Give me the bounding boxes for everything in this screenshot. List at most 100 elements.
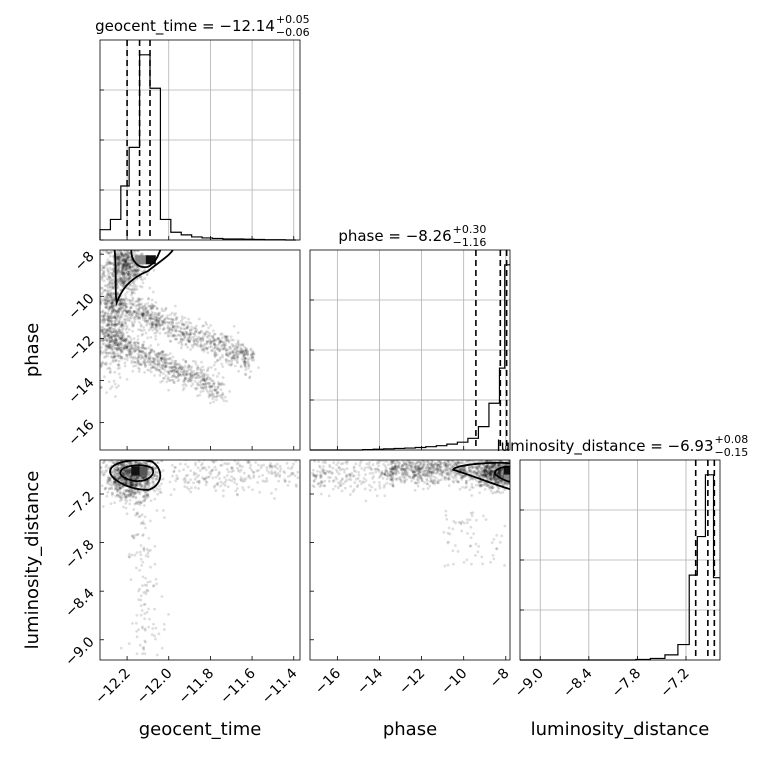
scatter-point [110,332,113,335]
scatter-point [210,385,213,389]
scatter-point [125,472,129,476]
scatter-point [161,363,164,367]
scatter-point [126,469,130,472]
scatter-point [107,275,111,279]
scatter-point [144,307,148,310]
scatter-point [109,327,113,330]
scatter-point [125,261,129,265]
scatter-point [157,361,160,365]
scatter-point [230,359,234,363]
scatter-point [196,373,200,377]
scatter-point [228,345,231,349]
scatter-point [188,333,192,337]
scatter-point [212,342,216,345]
scatter-point [114,337,118,341]
scatter-point [195,480,199,484]
scatter-point [102,333,106,337]
scatter-geocent_time-luminosity_distance [100,443,300,657]
scatter-point [108,316,112,320]
scatter-point [129,476,133,480]
scatter-point [205,335,209,339]
scatter-point [213,368,217,371]
scatter-point [116,460,119,463]
scatter-point [124,498,127,502]
scatter-point [109,261,113,265]
scatter-point [147,625,151,629]
scatter-point [108,282,112,286]
scatter-point [186,325,190,329]
scatter-point [129,484,133,487]
scatter-point [155,509,159,512]
scatter-point [125,472,129,476]
scatter-point [189,321,193,325]
scatter-point [107,251,111,255]
scatter-point [129,483,133,487]
scatter-point [108,291,112,295]
scatter-point [115,490,119,493]
scatter-point [454,460,455,461]
scatter-point [210,390,214,394]
scatter-point [215,353,219,357]
scatter-point [109,370,112,374]
scatter-point [144,491,147,495]
scatter-point [115,344,118,347]
scatter-point [126,468,129,472]
scatter-point [103,312,107,316]
scatter-point [230,467,234,471]
scatter-point [206,335,210,338]
scatter-point [116,347,120,351]
scatter-point [193,337,196,341]
scatter-point [125,262,128,266]
diag-grid-luminosity_distance [520,460,720,661]
scatter-point [278,473,282,477]
scatter-point [123,242,126,245]
scatter-point [168,339,172,343]
scatter-point [117,257,121,261]
scatter-point [414,474,418,478]
scatter-point [145,272,149,276]
scatter-point [181,332,184,336]
scatter-point [244,351,248,355]
scatter-point [143,453,146,456]
scatter-point [105,305,109,309]
scatter-point [105,344,109,348]
scatter-point [134,491,138,495]
scatter-point [175,337,179,341]
scatter-point [140,564,144,567]
scatter-point [179,373,183,377]
scatter-point [480,451,483,454]
scatter-point [149,453,152,456]
scatter-point [126,342,130,345]
scatter-point [125,470,129,474]
scatter-point [171,373,175,377]
scatter-point [106,312,110,316]
scatter-point [100,286,103,290]
scatter-point [230,466,234,469]
scatter-point [247,460,251,463]
scatter-point [117,335,121,339]
scatter-point [123,338,127,341]
scatter-point [235,345,239,349]
scatter-point [102,274,106,278]
scatter-point [128,264,132,267]
scatter-point [136,502,140,505]
scatter-point [234,350,238,354]
scatter-point [398,478,402,482]
scatter-point [165,316,168,320]
scatter-point [128,341,131,344]
scatter-point [100,311,104,314]
scatter-point [100,338,104,342]
scatter-point [116,474,120,478]
scatter-point [113,333,117,337]
scatter-point [101,338,105,342]
scatter-point [152,320,155,324]
scatter-point [243,360,247,364]
scatter-point [129,483,133,487]
scatter-point [437,451,440,454]
scatter-point [172,326,175,329]
scatter-point [123,443,126,446]
scatter-point [174,337,178,341]
scatter-point [213,388,217,391]
scatter-point [225,353,229,356]
scatter-point [121,267,125,271]
